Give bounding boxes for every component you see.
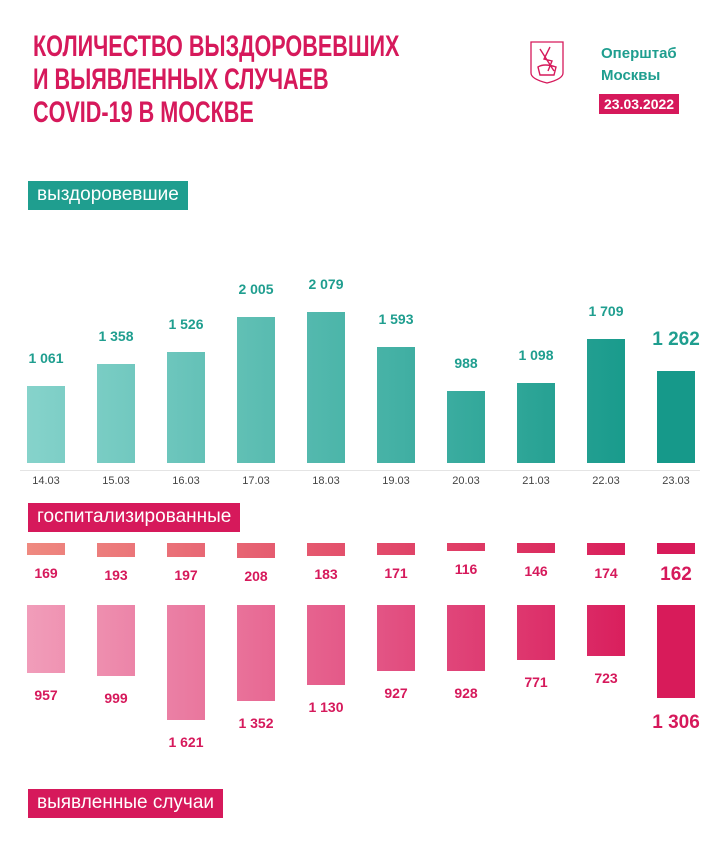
moscow-coat-of-arms-logo bbox=[530, 41, 564, 84]
data-label: 183 bbox=[314, 565, 338, 582]
data-label: 957 bbox=[34, 686, 58, 703]
data-label: 988 bbox=[454, 355, 478, 372]
data-label: 2 079 bbox=[308, 275, 344, 292]
bar-1-22.03 bbox=[587, 543, 625, 556]
bar-2-17.03 bbox=[237, 605, 275, 701]
bar-0-21.03 bbox=[517, 383, 555, 463]
data-label: 197 bbox=[174, 566, 198, 583]
bar-2-23.03 bbox=[657, 605, 695, 698]
data-label: 1 130 bbox=[308, 699, 344, 716]
date-badge: 23.03.2022 bbox=[599, 94, 680, 114]
data-label: 928 bbox=[454, 684, 478, 701]
title-line: И ВЫЯВЛЕННЫХ СЛУЧАЕВ bbox=[33, 63, 329, 96]
x-tick-label: 22.03 bbox=[592, 475, 620, 487]
data-label: 193 bbox=[104, 566, 128, 583]
x-tick-label: 14.03 bbox=[32, 475, 60, 487]
x-tick-label: 20.03 bbox=[452, 475, 480, 487]
bar-2-15.03 bbox=[97, 605, 135, 676]
title-line: КОЛИЧЕСТВО ВЫЗДОРОВЕВШИХ bbox=[33, 30, 400, 63]
bar-2-14.03 bbox=[27, 605, 65, 673]
x-tick-label: 16.03 bbox=[172, 475, 200, 487]
data-label: 174 bbox=[594, 565, 618, 582]
data-label: 146 bbox=[524, 563, 548, 580]
data-label: 2 005 bbox=[238, 281, 274, 298]
data-label: 116 bbox=[454, 561, 478, 578]
bar-2-19.03 bbox=[377, 605, 415, 671]
data-label: 1 709 bbox=[588, 302, 624, 319]
x-tick-label: 21.03 bbox=[522, 475, 550, 487]
bar-1-18.03 bbox=[307, 543, 345, 556]
bar-0-20.03 bbox=[447, 391, 485, 463]
page-title: КОЛИЧЕСТВО ВЫЗДОРОВЕВШИХ И ВЫЯВЛЕННЫХ СЛ… bbox=[33, 30, 399, 129]
x-tick-label: 15.03 bbox=[102, 475, 130, 487]
data-label: 1 306 bbox=[652, 711, 700, 733]
bar-2-18.03 bbox=[307, 605, 345, 686]
org-line: Оперштаб bbox=[601, 45, 677, 62]
section-label-hospitalized: госпитализированные bbox=[28, 503, 241, 532]
x-tick-label: 17.03 bbox=[242, 475, 270, 487]
x-tick-label: 18.03 bbox=[312, 475, 340, 487]
section-label-recovered: выздоровевшие bbox=[28, 181, 188, 210]
data-label: 1 352 bbox=[238, 714, 274, 731]
data-label: 208 bbox=[244, 567, 268, 584]
bar-1-14.03 bbox=[27, 543, 65, 555]
bar-0-19.03 bbox=[377, 347, 415, 463]
x-tick-label: 19.03 bbox=[382, 475, 410, 487]
bar-1-15.03 bbox=[97, 543, 135, 557]
data-label: 1 526 bbox=[168, 316, 204, 333]
data-label: 999 bbox=[104, 689, 128, 706]
bar-0-14.03 bbox=[27, 385, 65, 463]
data-label: 1 061 bbox=[28, 349, 64, 366]
bar-2-16.03 bbox=[167, 605, 205, 721]
data-label: 1 593 bbox=[378, 311, 414, 328]
bar-2-21.03 bbox=[517, 605, 555, 660]
bar-0-22.03 bbox=[587, 338, 625, 463]
title-line: COVID-19 В МОСКВЕ bbox=[33, 96, 254, 129]
data-label: 171 bbox=[384, 564, 408, 581]
bar-1-16.03 bbox=[167, 543, 205, 557]
bar-1-23.03 bbox=[657, 543, 695, 555]
bar-2-20.03 bbox=[447, 605, 485, 671]
divider bbox=[20, 470, 700, 471]
bar-0-16.03 bbox=[167, 352, 205, 463]
data-label: 1 262 bbox=[652, 329, 700, 351]
data-label: 771 bbox=[524, 673, 548, 690]
data-label: 1 098 bbox=[518, 347, 554, 364]
data-label: 1 358 bbox=[98, 328, 134, 345]
bar-1-19.03 bbox=[377, 543, 415, 555]
section-label-cases: выявленные случаи bbox=[28, 789, 224, 818]
data-label: 169 bbox=[34, 564, 58, 581]
data-label: 723 bbox=[594, 670, 618, 687]
bar-1-20.03 bbox=[447, 543, 485, 552]
org-line: Москвы bbox=[601, 67, 661, 84]
bar-0-18.03 bbox=[307, 311, 345, 463]
bar-0-15.03 bbox=[97, 364, 135, 463]
data-label: 162 bbox=[660, 564, 692, 586]
bar-1-17.03 bbox=[237, 543, 275, 558]
bar-0-17.03 bbox=[237, 317, 275, 463]
bar-1-21.03 bbox=[517, 543, 555, 554]
data-label: 927 bbox=[384, 684, 408, 701]
bar-2-22.03 bbox=[587, 605, 625, 657]
org-name: Оперштаб Москвы bbox=[601, 43, 677, 87]
data-label: 1 621 bbox=[168, 734, 204, 751]
bar-0-23.03 bbox=[657, 371, 695, 463]
x-tick-label: 23.03 bbox=[662, 475, 690, 487]
